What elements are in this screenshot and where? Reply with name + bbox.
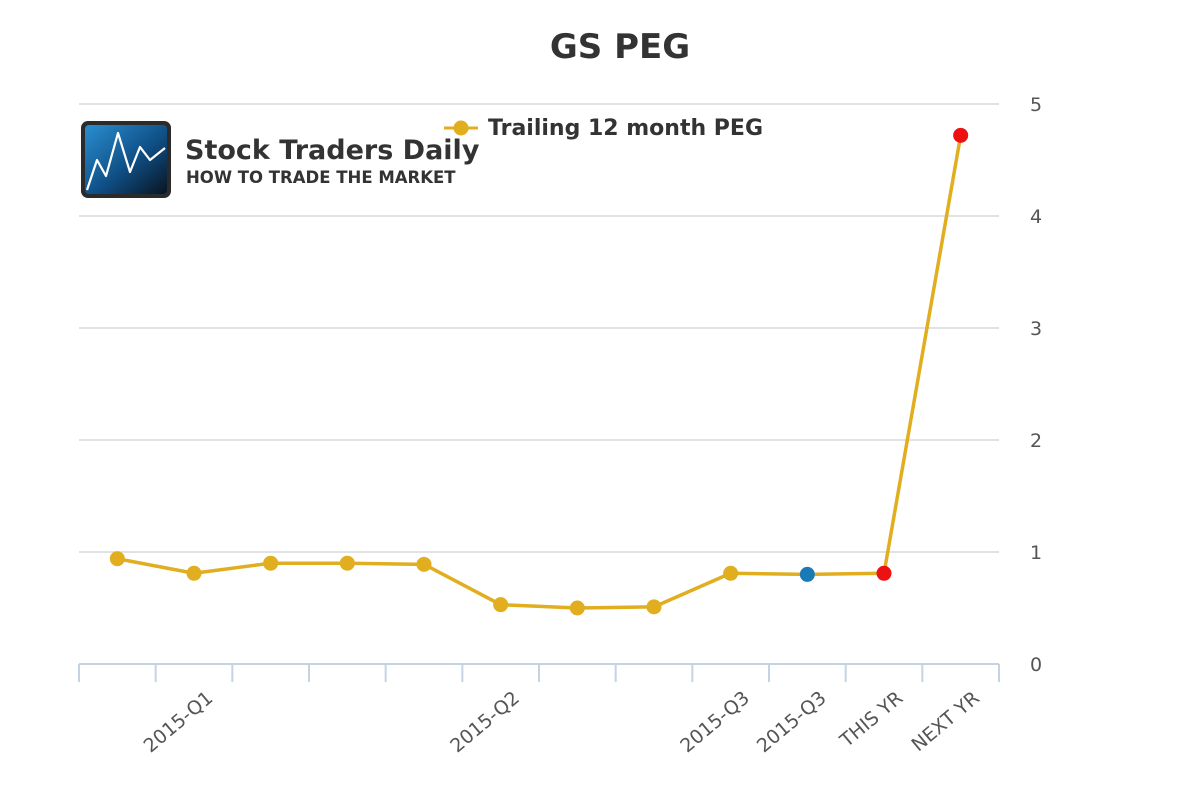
gridlines (79, 103, 999, 553)
y-tick-label: 4 (1030, 206, 1042, 228)
data-point (646, 599, 662, 615)
y-tick-label: 0 (1030, 654, 1042, 676)
data-point (186, 565, 202, 581)
legend[interactable]: Trailing 12 month PEG (444, 116, 763, 141)
data-point (109, 551, 125, 567)
x-tick-label: 2015-Q3 (753, 687, 831, 757)
data-point (569, 600, 585, 616)
stock-traders-daily-logo: Stock Traders Daily HOW TO TRADE THE MAR… (81, 121, 480, 198)
x-tick-label: 2015-Q2 (446, 687, 524, 757)
y-tick-label: 2 (1030, 430, 1042, 452)
legend-label: Trailing 12 month PEG (488, 116, 763, 141)
y-axis: 0 1 2 3 4 5 (1030, 94, 1042, 676)
logo-subtitle: HOW TO TRADE THE MARKET (186, 168, 456, 187)
data-point (416, 556, 432, 572)
series-line (117, 135, 963, 610)
y-tick-label: 5 (1030, 94, 1042, 116)
data-point (799, 566, 815, 582)
x-tick-label: 2015-Q3 (676, 687, 754, 757)
x-tick-label: 2015-Q1 (140, 687, 218, 757)
y-tick-label: 1 (1030, 542, 1042, 564)
x-tick-label: THIS YR (835, 687, 907, 752)
y-tick-label: 3 (1030, 318, 1042, 340)
logo-title: Stock Traders Daily (185, 135, 480, 166)
data-point (876, 565, 892, 581)
data-point (339, 555, 355, 571)
x-tick-label: NEXT YR (907, 687, 983, 756)
data-point (493, 597, 509, 613)
data-point (263, 555, 279, 571)
data-point (723, 565, 739, 581)
logo-zigzag-icon (85, 131, 166, 191)
data-point (953, 127, 969, 143)
plot-area (109, 127, 969, 616)
chart-title: GS PEG (550, 27, 690, 67)
legend-marker (453, 120, 469, 136)
